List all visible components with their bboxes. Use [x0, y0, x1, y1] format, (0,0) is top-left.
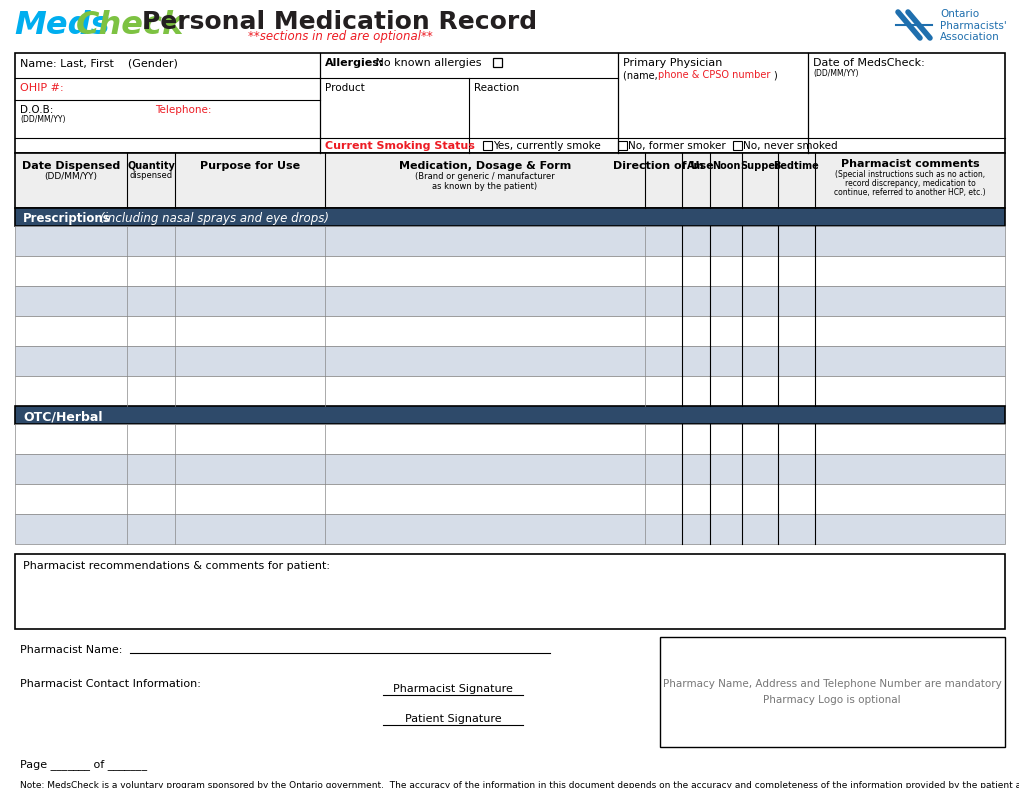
Bar [15, 484, 1004, 514]
Bar [659, 637, 1004, 747]
Bar [15, 256, 1004, 286]
Bar [15, 208, 1004, 226]
Text: Pharmacy Logo is optional: Pharmacy Logo is optional [762, 695, 900, 705]
Text: Pharmacist Name:: Pharmacist Name: [20, 645, 122, 655]
Text: Product: Product [325, 83, 365, 93]
Text: Pharmacy Name, Address and Telephone Number are mandatory: Pharmacy Name, Address and Telephone Num… [662, 679, 1001, 689]
Bar [15, 153, 1004, 208]
Text: OHIP #:: OHIP #: [20, 83, 63, 93]
Text: Pharmacist comments: Pharmacist comments [840, 159, 978, 169]
Text: Page _______ of _______: Page _______ of _______ [20, 759, 147, 770]
Text: (name,: (name, [623, 70, 660, 80]
Bar [15, 454, 1004, 484]
Text: record discrepancy, medication to: record discrepancy, medication to [844, 179, 974, 188]
Text: phone & CPSO number: phone & CPSO number [657, 70, 769, 80]
Text: Direction of Use: Direction of Use [612, 161, 712, 171]
Bar [733, 141, 741, 150]
Text: Supper: Supper [740, 161, 780, 171]
Text: Pharmacist Signature: Pharmacist Signature [392, 684, 513, 694]
Text: Medication, Dosage & Form: Medication, Dosage & Form [398, 161, 571, 171]
Text: Yes, currently smoke: Yes, currently smoke [492, 141, 600, 151]
Bar [15, 424, 1004, 454]
Bar [15, 376, 1004, 406]
Text: Noon: Noon [711, 161, 740, 171]
Text: as known by the patient): as known by the patient) [432, 182, 537, 191]
Bar [15, 316, 1004, 346]
Text: Am: Am [687, 161, 704, 171]
Text: (including nasal sprays and eye drops): (including nasal sprays and eye drops) [100, 212, 329, 225]
Bar [492, 58, 501, 67]
Text: Date Dispensed: Date Dispensed [21, 161, 120, 171]
Text: ): ) [772, 70, 776, 80]
Bar [15, 554, 1004, 629]
Text: **sections in red are optional**: **sections in red are optional** [248, 30, 432, 43]
Text: Primary Physician: Primary Physician [623, 58, 721, 68]
Text: dispensed: dispensed [129, 171, 172, 180]
Bar [15, 514, 1004, 544]
Text: No, former smoker: No, former smoker [628, 141, 726, 151]
Text: continue, referred to another HCP, etc.): continue, referred to another HCP, etc.) [834, 188, 984, 197]
Text: Date of MedsCheck:: Date of MedsCheck: [812, 58, 924, 68]
Text: Ontario
Pharmacists'
Association: Ontario Pharmacists' Association [940, 9, 1006, 43]
Text: Reaction: Reaction [474, 83, 519, 93]
Text: Pharmacist recommendations & comments for patient:: Pharmacist recommendations & comments fo… [23, 561, 330, 571]
Text: (DD/MM/YY): (DD/MM/YY) [812, 69, 858, 78]
Text: Current Smoking Status: Current Smoking Status [325, 141, 475, 151]
Bar [483, 141, 491, 150]
Text: (DD/MM/YY): (DD/MM/YY) [20, 115, 65, 124]
Text: Telephone:: Telephone: [155, 105, 211, 115]
Text: Check: Check [76, 10, 184, 41]
Text: Name: Last, First    (Gender): Name: Last, First (Gender) [20, 58, 177, 68]
Bar [15, 346, 1004, 376]
Text: D.O.B:: D.O.B: [20, 105, 53, 115]
Text: Pharmacist Contact Information:: Pharmacist Contact Information: [20, 679, 201, 689]
Text: Purpose for Use: Purpose for Use [200, 161, 300, 171]
Text: Note: MedsCheck is a voluntary program sponsored by the Ontario government.  The: Note: MedsCheck is a voluntary program s… [20, 781, 1019, 788]
Bar [618, 141, 627, 150]
Text: Prescriptions: Prescriptions [23, 212, 111, 225]
Text: Quantity: Quantity [127, 161, 175, 171]
Bar [15, 406, 1004, 424]
Bar [15, 286, 1004, 316]
Bar [15, 53, 1004, 153]
Text: (Special instructions such as no action,: (Special instructions such as no action, [835, 170, 984, 179]
Text: (Brand or generic / manufacturer: (Brand or generic / manufacturer [415, 172, 554, 181]
Text: Personal Medication Record: Personal Medication Record [142, 10, 537, 34]
Text: No known allergies: No known allergies [372, 58, 484, 68]
Bar [15, 226, 1004, 256]
Text: Meds: Meds [14, 10, 109, 41]
Text: No, never smoked: No, never smoked [742, 141, 837, 151]
Text: Bedtime: Bedtime [772, 161, 818, 171]
Text: Allergies:: Allergies: [325, 58, 384, 68]
Text: (DD/MM/YY): (DD/MM/YY) [45, 172, 98, 181]
Text: OTC/Herbal: OTC/Herbal [23, 410, 102, 423]
Text: Patient Signature: Patient Signature [405, 714, 500, 724]
